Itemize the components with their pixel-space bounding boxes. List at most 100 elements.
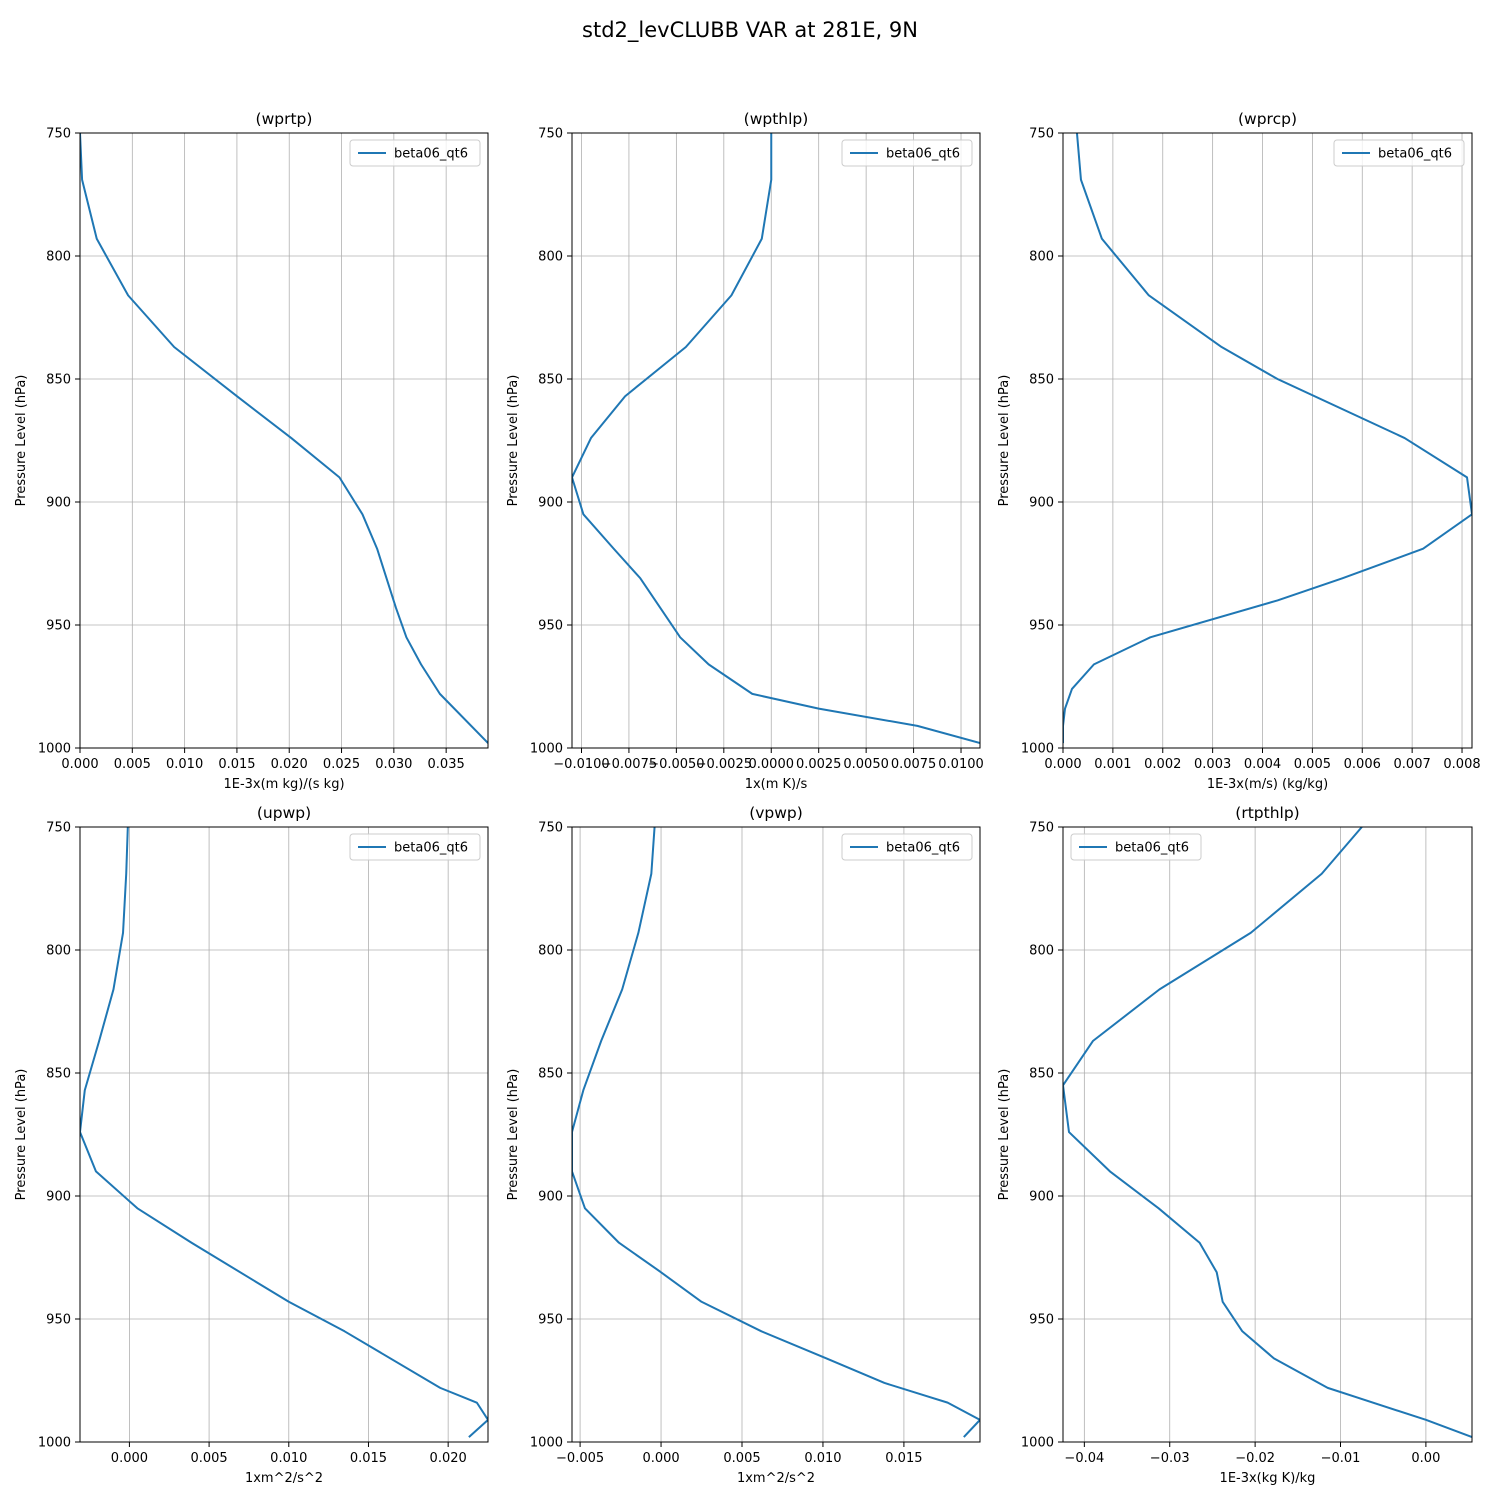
y-axis-label: Pressure Level (hPa) [14,375,29,507]
x-tick-label: 0.004 [1244,757,1281,772]
y-tick-label: 750 [1029,127,1054,142]
legend-label: beta06_qt6 [394,841,468,856]
y-tick-label: 750 [1029,821,1054,836]
x-axis-label: 1E-3x(m/s) (kg/kg) [1207,777,1328,792]
x-tick-label: 0.000 [642,1451,679,1466]
series-line [80,133,488,744]
y-tick-label: 850 [538,373,563,388]
x-tick-label: 0.001 [1094,757,1131,772]
x-axis-label: 1xm^2/s^2 [245,1471,323,1486]
y-tick-label: 900 [1029,496,1054,511]
legend-label: beta06_qt6 [1378,147,1452,162]
legend: beta06_qt6 [349,833,481,861]
x-tick-label: 0.035 [428,757,465,772]
x-tick-label: 0.010 [166,757,203,772]
series-line [1063,133,1472,744]
panel-1: 0.000 0.005 0.010 0.015 0.020 0.025 0.030 0.035… [14,110,489,792]
panels: 0.000 0.005 0.010 0.015 0.020 0.025 0.030 0.035… [14,110,1481,1486]
y-tick-label: 1000 [38,742,71,757]
y-axis-label: Pressure Level (hPa) [506,1069,521,1201]
x-tick-label: 0.020 [271,757,308,772]
x-axis-label: 1x(m K)/s [745,777,808,792]
y-tick-label: 800 [538,944,563,959]
legend-box [841,139,973,167]
y-axis-label: Pressure Level (hPa) [997,375,1012,507]
y-tick-label: 750 [46,821,71,836]
y-axis-label: Pressure Level (hPa) [506,375,521,507]
legend-box [349,139,481,167]
y-tick-label: 950 [538,1313,563,1328]
x-tick-label: −0.04 [1064,1451,1104,1466]
x-tick-label: 0.015 [218,757,255,772]
x-tick-label: 0.005 [114,757,151,772]
y-tick-label: 850 [1029,373,1054,388]
panel-4: 0.000 0.005 0.010 0.015 0.020 750 800 850 900 950… [14,804,489,1486]
grid-lines [80,826,488,1443]
legend: beta06_qt6 [841,833,973,861]
grid-lines [572,132,980,749]
y-tick-label: 1000 [1021,1436,1054,1451]
x-tick-label: −0.01 [1321,1451,1361,1466]
y-tick-label: 1000 [1021,742,1054,757]
y-tick-label: 850 [1029,1067,1054,1082]
grid-lines [79,132,488,749]
series-line [80,827,488,1438]
x-tick-label: 0.0100 [938,757,984,772]
legend-label: beta06_qt6 [886,841,960,856]
x-tick-label: 0.010 [804,1451,841,1466]
legend-box [1333,139,1465,167]
figure-title: std2_levCLUBB VAR at 281E, 9N [582,18,918,43]
series-line [572,827,980,1438]
legend: beta06_qt6 [841,139,973,167]
y-tick-label: 950 [46,1313,71,1328]
x-tick-label: 0.000 [1044,757,1081,772]
x-axis-label: 1E-3x(kg K)/kg [1220,1471,1316,1486]
legend: beta06_qt6 [1070,833,1202,861]
y-tick-label: 850 [46,1067,71,1082]
x-tick-label: 0.0000 [749,757,795,772]
legend-box [841,833,973,861]
panel-5: −0.005 0.000 0.005 0.010 0.015 750 800 850 900 95… [506,804,981,1486]
panel-title: (upwp) [257,804,311,822]
axes-frame [1062,132,1473,749]
y-tick-label: 950 [46,619,71,634]
x-tick-label: −0.0025 [696,757,752,772]
y-axis-label: Pressure Level (hPa) [997,1069,1012,1201]
x-tick-label: 0.025 [323,757,360,772]
y-axis-label: Pressure Level (hPa) [14,1069,29,1201]
x-tick-label: −0.005 [556,1451,604,1466]
panel-3: 0.000 0.001 0.002 0.003 0.004 0.005 0.006 0.007… [997,110,1481,792]
x-tick-label: 0.000 [61,757,98,772]
panel-title: (wpthlp) [744,110,809,128]
x-tick-label: 0.010 [270,1451,307,1466]
series-line [572,133,980,745]
y-tick-label: 950 [1029,1313,1054,1328]
x-tick-label: 0.005 [723,1451,760,1466]
legend: beta06_qt6 [1333,139,1465,167]
x-tick-label: 0.00 [1411,1451,1440,1466]
x-tick-label: −0.03 [1150,1451,1190,1466]
x-tick-label: 0.020 [430,1451,467,1466]
grid-lines [572,826,980,1443]
y-tick-label: 850 [538,1067,563,1082]
y-tick-label: 950 [538,619,563,634]
x-tick-label: 0.006 [1344,757,1381,772]
y-tick-label: 850 [46,373,71,388]
y-tick-label: 800 [1029,944,1054,959]
x-tick-label: 0.003 [1194,757,1231,772]
y-tick-label: 800 [46,250,71,265]
y-tick-label: 1000 [530,742,563,757]
x-tick-label: −0.02 [1235,1451,1275,1466]
series-line [1063,827,1472,1439]
axes-frame [79,826,489,1443]
x-axis-label: 1E-3x(m kg)/(s kg) [223,777,344,792]
y-tick-label: 900 [538,1190,563,1205]
grid-lines [1062,132,1472,749]
x-tick-label: 0.005 [190,1451,227,1466]
y-tick-label: 900 [46,496,71,511]
y-tick-label: 900 [46,1190,71,1205]
legend: beta06_qt6 [349,139,481,167]
x-tick-label: −0.0075 [601,757,657,772]
